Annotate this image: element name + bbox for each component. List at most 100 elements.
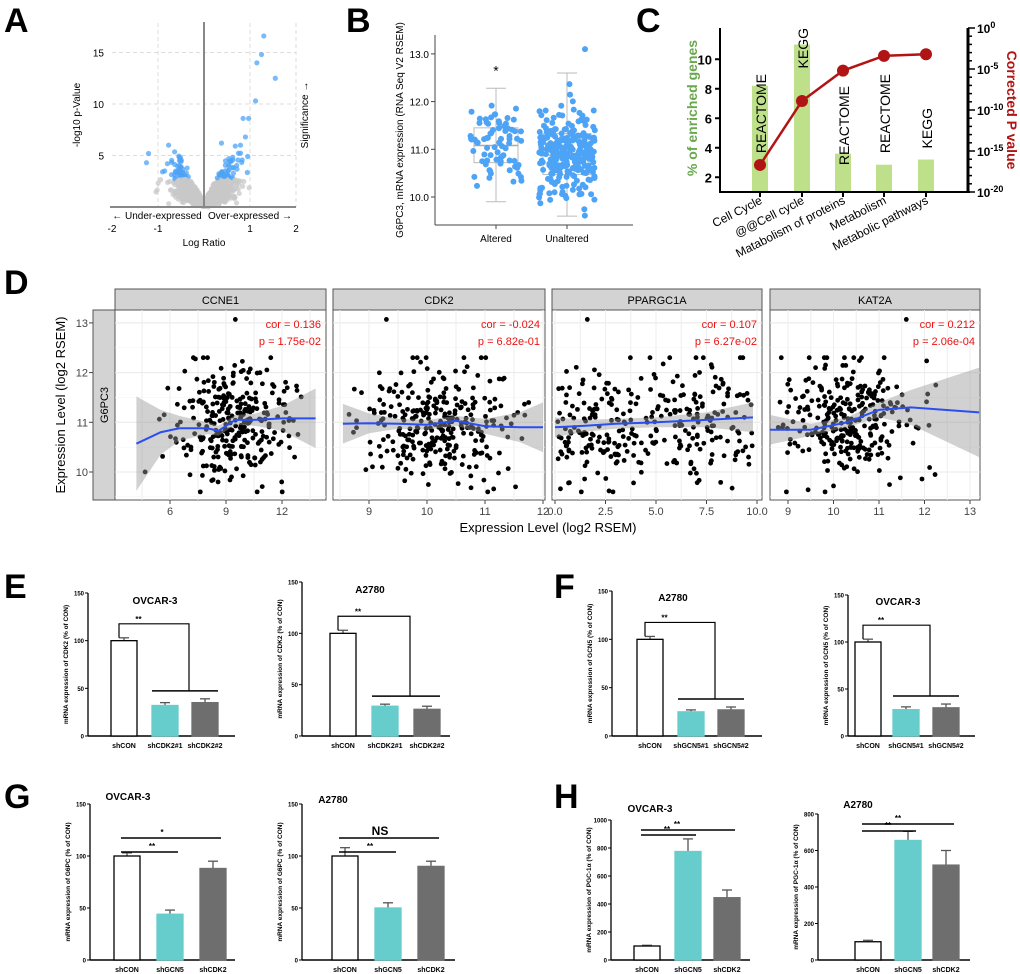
expression-point (694, 470, 699, 476)
expression-point (489, 127, 496, 134)
expression-point (882, 421, 887, 427)
expression-point (877, 368, 882, 374)
expression-point (780, 425, 785, 430)
expression-point (517, 128, 524, 135)
expression-point (370, 464, 375, 470)
expression-point (266, 439, 272, 445)
expression-point (733, 410, 739, 415)
expression-point (927, 465, 933, 470)
expression-point (824, 355, 830, 361)
expression-point (845, 451, 851, 457)
expression-point (390, 439, 396, 445)
expression-point (377, 397, 383, 403)
expression-point (425, 387, 431, 393)
expression-point (564, 392, 569, 398)
expression-point (589, 445, 595, 451)
expression-point (787, 436, 793, 442)
expression-point (828, 395, 834, 401)
expression-point (395, 465, 401, 471)
y-tick-label: 50 (291, 907, 298, 913)
expression-point (522, 401, 527, 407)
expression-point (253, 396, 258, 402)
expression-point (584, 317, 590, 322)
expression-point (414, 425, 420, 430)
expression-point (257, 439, 262, 445)
bar-shcon (636, 638, 664, 737)
expression-point (697, 370, 702, 375)
y-tick-label: 150 (74, 592, 85, 598)
expression-point (407, 382, 413, 387)
expression-point (664, 461, 670, 467)
expression-point (735, 428, 741, 434)
expression-point (775, 425, 781, 430)
expression-point (849, 376, 855, 382)
significance-label: ** (878, 616, 885, 625)
expression-point (717, 434, 723, 440)
expression-point (823, 362, 828, 368)
expression-point (885, 385, 891, 391)
expression-point (408, 470, 414, 476)
expression-point (695, 414, 700, 420)
expression-point (561, 126, 568, 133)
expression-point (242, 424, 247, 430)
expression-point (468, 431, 474, 437)
expression-point (576, 109, 583, 116)
expression-point (276, 400, 282, 406)
expression-point (867, 431, 873, 437)
expression-point (692, 391, 698, 397)
x-tick-label: shGCN5 (374, 967, 402, 974)
expression-point (896, 423, 902, 429)
expression-point (855, 469, 860, 475)
expression-point (434, 435, 440, 441)
expression-point (397, 431, 403, 437)
database-label: KEGG (919, 108, 935, 148)
expression-point (191, 415, 196, 421)
x-tick-label: 10 (827, 506, 839, 518)
expression-point (788, 387, 794, 393)
expression-point (889, 409, 895, 415)
expression-point (835, 435, 840, 441)
expression-point (720, 409, 726, 414)
expression-point (505, 466, 511, 472)
expression-point (563, 158, 570, 165)
expression-point (510, 178, 517, 185)
expression-point (847, 401, 853, 407)
expression-point (813, 365, 818, 371)
volcano-point (159, 169, 166, 175)
expression-point (279, 489, 285, 495)
expression-point (608, 454, 614, 459)
expression-point (213, 413, 219, 418)
y-tick-label: 0 (811, 959, 815, 965)
expression-point (839, 376, 845, 382)
expression-point (748, 402, 754, 408)
expression-point (423, 453, 429, 458)
expression-point (859, 394, 865, 400)
expression-point (555, 419, 561, 425)
expression-point (221, 375, 227, 381)
expression-point (441, 376, 447, 382)
expression-point (268, 355, 274, 361)
volcano-point (254, 60, 260, 66)
expression-point (557, 410, 562, 416)
x-tick-label: shCDK2#1 (147, 743, 182, 750)
y-tick-label: 150 (288, 581, 299, 587)
expression-point (388, 404, 394, 410)
expression-point (494, 149, 501, 156)
expression-point (453, 384, 459, 390)
expression-point (446, 423, 452, 429)
expression-point (701, 440, 707, 446)
expression-point (593, 402, 599, 407)
expression-point (279, 479, 285, 485)
y-axis-title: mRNA expression of CDK2 (% of CON) (63, 605, 70, 724)
expression-point (582, 476, 588, 482)
y-tick-label: 100 (288, 632, 299, 638)
percent-bar (794, 44, 810, 192)
expression-point (826, 389, 832, 395)
x-tick-label: shCON (115, 967, 139, 974)
expression-point (866, 456, 872, 462)
expression-point (254, 489, 260, 495)
expression-point (850, 369, 856, 375)
x-tick-label: shGCN5 (894, 967, 922, 974)
expression-point (426, 416, 431, 421)
